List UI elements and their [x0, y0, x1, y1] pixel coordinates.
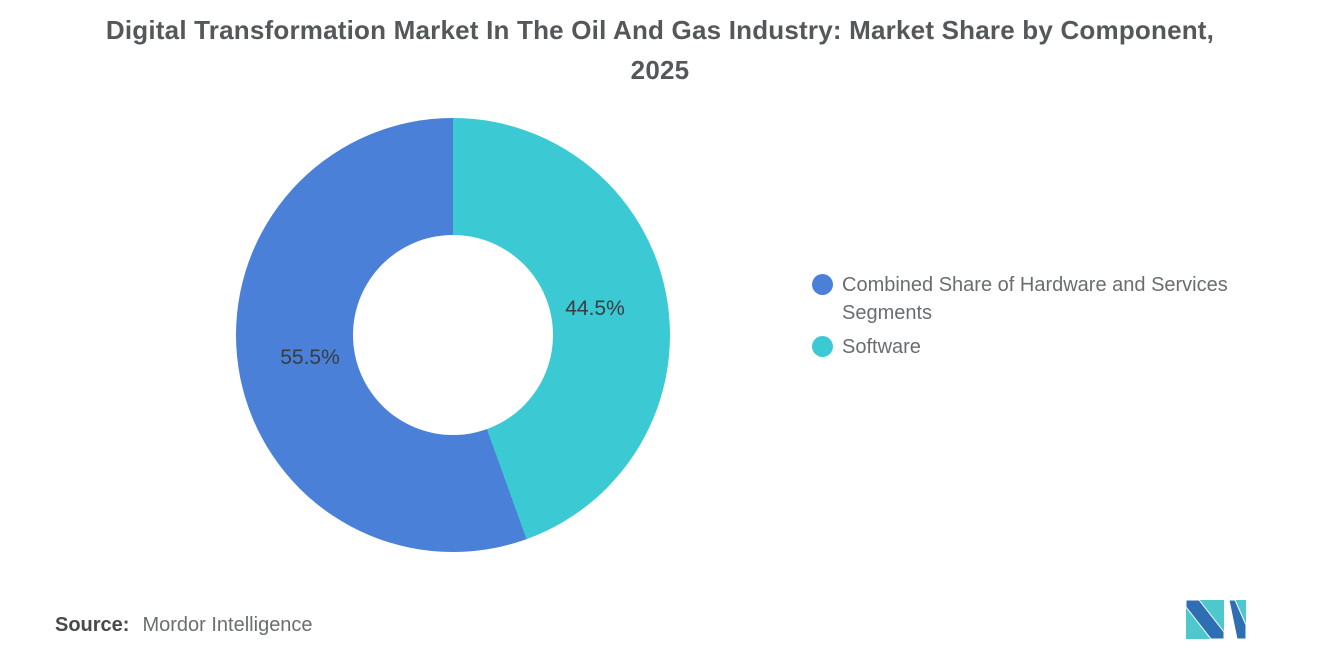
legend-item-label: Software: [842, 336, 921, 358]
logo-right-stroke: [1228, 599, 1246, 640]
legend-marker-icon: [812, 274, 833, 295]
source-line: Source: Mordor Intelligence: [55, 614, 313, 637]
donut-hole: [353, 235, 553, 435]
slice-label-hardware-services: 55.5%: [280, 346, 340, 369]
donut-chart[interactable]: [236, 118, 670, 552]
source-label: Source:: [55, 614, 130, 636]
chart-title: Digital Transformation Market In The Oil…: [105, 15, 1215, 85]
logo-left-band: [1186, 599, 1225, 640]
legend-item-label: Combined Share of Hardware and Services …: [842, 274, 1228, 324]
legend-item-hardware-services[interactable]: Combined Share of Hardware and Services …: [812, 271, 1282, 327]
slice-label-software: 44.5%: [565, 297, 625, 320]
source-value: Mordor Intelligence: [142, 614, 313, 636]
legend: Combined Share of Hardware and Services …: [812, 271, 1282, 361]
legend-item-software[interactable]: Software: [812, 333, 1282, 361]
legend-marker-icon: [812, 336, 833, 357]
mordor-intelligence-logo: [1186, 599, 1246, 640]
